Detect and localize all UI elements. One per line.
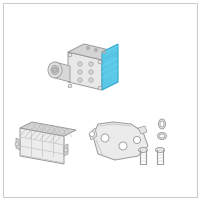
Ellipse shape (158, 119, 166, 129)
Circle shape (86, 46, 90, 49)
Ellipse shape (48, 62, 62, 78)
Circle shape (68, 84, 72, 88)
Circle shape (64, 148, 68, 152)
Circle shape (52, 68, 58, 72)
Circle shape (95, 48, 98, 51)
Polygon shape (68, 44, 118, 60)
Circle shape (68, 53, 72, 57)
Circle shape (78, 70, 82, 74)
Polygon shape (138, 126, 147, 134)
Polygon shape (64, 144, 68, 156)
Polygon shape (102, 44, 118, 60)
Ellipse shape (138, 148, 148, 152)
Polygon shape (20, 128, 64, 164)
Circle shape (119, 142, 127, 150)
Ellipse shape (51, 66, 59, 74)
Circle shape (78, 78, 82, 82)
Circle shape (78, 62, 82, 66)
Polygon shape (20, 122, 76, 136)
Polygon shape (93, 122, 148, 160)
Circle shape (98, 86, 102, 90)
Ellipse shape (156, 148, 164, 152)
Circle shape (98, 60, 102, 64)
Circle shape (15, 142, 19, 146)
Circle shape (89, 70, 93, 74)
Polygon shape (16, 138, 20, 150)
Polygon shape (68, 52, 102, 90)
Ellipse shape (160, 121, 164, 127)
Circle shape (134, 136, 140, 144)
Circle shape (90, 132, 95, 136)
Polygon shape (55, 62, 70, 82)
Circle shape (89, 78, 93, 82)
Circle shape (101, 134, 109, 142)
Circle shape (89, 62, 93, 66)
Polygon shape (102, 52, 118, 90)
Ellipse shape (158, 132, 166, 140)
Circle shape (102, 50, 106, 53)
Ellipse shape (160, 134, 164, 138)
Polygon shape (89, 128, 97, 140)
